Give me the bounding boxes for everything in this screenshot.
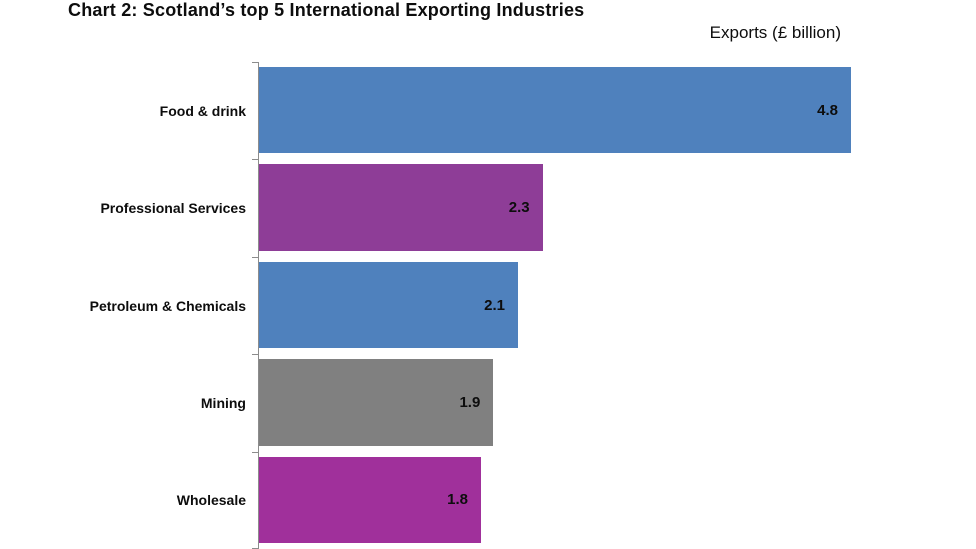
bar-track: 2.3: [252, 159, 962, 257]
bar-track: 1.9: [252, 354, 962, 452]
value-label-professional-services: 2.3: [508, 199, 530, 217]
axis-tick: [252, 354, 259, 356]
value-label-mining: 1.9: [459, 393, 481, 411]
category-label-wholesale: Wholesale: [176, 492, 246, 509]
bar-track: 1.8: [252, 451, 962, 549]
axis-tick: [252, 256, 259, 258]
chart-title: Chart 2: Scotland’s top 5 International …: [68, 0, 585, 20]
category-label-food-drink: Food & drink: [159, 102, 246, 119]
chart-row-mining: Mining 1.9: [0, 354, 962, 452]
value-label-wholesale: 1.8: [447, 491, 468, 509]
bar-professional-services: 2.3: [259, 164, 543, 251]
bar-wholesale: 1.8: [259, 456, 481, 544]
axis-tick: [252, 62, 259, 63]
category-label-mining: Mining: [200, 394, 246, 411]
bar-petroleum-chemicals: 2.1: [259, 261, 518, 349]
bar-chart: Food & drink 4.8 Professional Services 2.3 P…: [0, 62, 962, 549]
axis-tick: [252, 159, 259, 161]
bar-track: 2.1: [252, 256, 962, 355]
category-label-professional-services: Professional Services: [100, 200, 246, 217]
bar-track: 4.8: [252, 62, 962, 160]
bar-food-drink: 4.8: [259, 67, 851, 154]
category-label-petroleum-chemicals: Petroleum & Chemicals: [89, 297, 246, 314]
chart-row-food-drink: Food & drink 4.8: [0, 62, 962, 160]
chart-row-professional-services: Professional Services 2.3: [0, 159, 962, 257]
value-label-petroleum-chemicals: 2.1: [484, 296, 505, 314]
x-axis-title: Exports (£ billion): [709, 23, 841, 42]
bar-mining: 1.9: [259, 359, 494, 446]
chart-row-petroleum-chemicals: Petroleum & Chemicals 2.1: [0, 256, 962, 355]
value-label-food-drink: 4.8: [817, 101, 838, 119]
axis-tick: [252, 451, 259, 453]
chart-row-wholesale: Wholesale 1.8: [0, 451, 962, 549]
